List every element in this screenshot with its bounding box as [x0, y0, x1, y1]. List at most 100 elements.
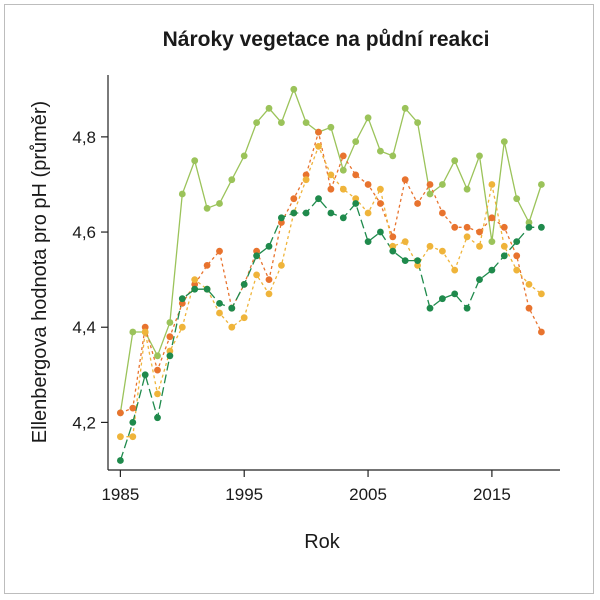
- series-2-point: [290, 195, 298, 203]
- series-1-point: [525, 219, 533, 226]
- series-3-point: [426, 242, 434, 250]
- series-4-point: [401, 257, 409, 264]
- series-1-point: [426, 190, 434, 198]
- series-1-point: [265, 104, 273, 112]
- series-4-point: [476, 276, 483, 283]
- series-1-point: [203, 204, 211, 212]
- series-2-point: [525, 304, 533, 312]
- series-4-point: [315, 195, 322, 203]
- x-tick-label: 2015: [473, 485, 511, 504]
- series-4-point: [203, 285, 211, 293]
- series-4-point: [265, 242, 273, 250]
- series-3-point: [154, 390, 161, 398]
- series-4-point: [364, 238, 372, 246]
- series-4-point: [488, 266, 496, 274]
- series-3-point: [129, 433, 137, 441]
- series-2-point: [538, 328, 545, 336]
- series-2-point: [154, 366, 161, 374]
- series-1-point: [414, 119, 421, 126]
- series-2-point: [401, 176, 409, 184]
- series-2-point: [377, 200, 384, 207]
- series-2-point: [426, 181, 434, 188]
- series-4-point: [240, 281, 248, 288]
- series-2-point: [476, 228, 483, 236]
- series-1-point: [178, 190, 186, 198]
- series-2-point: [414, 200, 421, 207]
- series-4-point: [253, 252, 260, 260]
- series-2-point: [327, 185, 335, 193]
- series-2-point: [191, 281, 199, 288]
- series-2-point: [315, 128, 322, 136]
- series-1-point: [451, 157, 459, 165]
- series-1-point: [364, 114, 372, 122]
- series-4-point: [327, 209, 335, 217]
- series-1-point: [278, 119, 285, 126]
- series-3-point: [141, 328, 149, 336]
- series-1-point: [513, 195, 521, 203]
- series-4-point: [278, 214, 285, 222]
- series-3-point: [339, 185, 347, 193]
- y-tick-label: 4,4: [72, 318, 96, 337]
- series-3-point: [513, 266, 521, 274]
- series-2-point: [513, 252, 521, 260]
- series-4-point: [414, 257, 421, 264]
- series-3-point: [228, 323, 236, 331]
- series-1-point: [339, 166, 347, 174]
- x-axis-label: Rok: [304, 531, 341, 553]
- series-1-point: [290, 85, 298, 93]
- series-4-point: [290, 209, 298, 217]
- series-3-point: [117, 433, 124, 441]
- series-4-point: [500, 252, 508, 260]
- series-1-point: [476, 152, 483, 160]
- series-1-point: [327, 123, 335, 131]
- series-1-point: [352, 138, 360, 146]
- series-2-point: [364, 181, 372, 188]
- series-4-point: [538, 223, 545, 231]
- series-2-point: [339, 152, 347, 160]
- series-2-point: [439, 209, 446, 217]
- series-4-point: [191, 285, 199, 293]
- series-3-point: [265, 290, 273, 298]
- series-3-point: [463, 233, 471, 241]
- series-2-point: [488, 214, 496, 222]
- series-1-point: [166, 319, 174, 326]
- series-2-point: [352, 171, 360, 179]
- series-1-point: [401, 104, 409, 112]
- series-1-point: [538, 181, 545, 188]
- chart-title: Nároky vegetace na půdní reakci: [163, 28, 490, 51]
- series-4-point: [216, 300, 223, 307]
- series-4-point: [302, 209, 310, 217]
- x-ticks: 1985 1995 2005 2015: [101, 470, 511, 504]
- series-3-point: [302, 176, 310, 184]
- series-3-point: [538, 290, 545, 298]
- series-1-point: [389, 152, 397, 160]
- series-2-point: [117, 409, 124, 417]
- series-2-point: [216, 247, 223, 255]
- series-3-point: [352, 195, 360, 203]
- series-1-point: [240, 152, 248, 160]
- series-3-point: [377, 185, 384, 193]
- series-3-point: [178, 323, 186, 331]
- series-3-point: [278, 262, 285, 269]
- series-4-point: [451, 290, 459, 298]
- series-2-point: [278, 219, 285, 226]
- x-tick-label: 1985: [101, 485, 139, 504]
- series-1-point: [228, 176, 236, 184]
- series-2-point: [302, 171, 310, 179]
- series-3-point: [414, 262, 421, 269]
- series-4-point: [352, 200, 360, 207]
- series-2-point: [203, 262, 211, 269]
- series-2-point: [253, 247, 260, 255]
- series-4-point: [129, 419, 137, 426]
- series-3-point: [327, 171, 335, 179]
- series-2-point: [265, 276, 273, 283]
- series-4-point: [141, 371, 149, 379]
- series-3-point: [253, 271, 260, 279]
- series-3-point: [401, 238, 409, 246]
- series-3-point: [476, 242, 483, 250]
- series-1-point: [377, 147, 384, 155]
- series-4-point: [377, 228, 384, 236]
- series-4-point: [513, 238, 521, 246]
- series-3-point: [451, 266, 459, 274]
- series-2-point: [500, 223, 508, 231]
